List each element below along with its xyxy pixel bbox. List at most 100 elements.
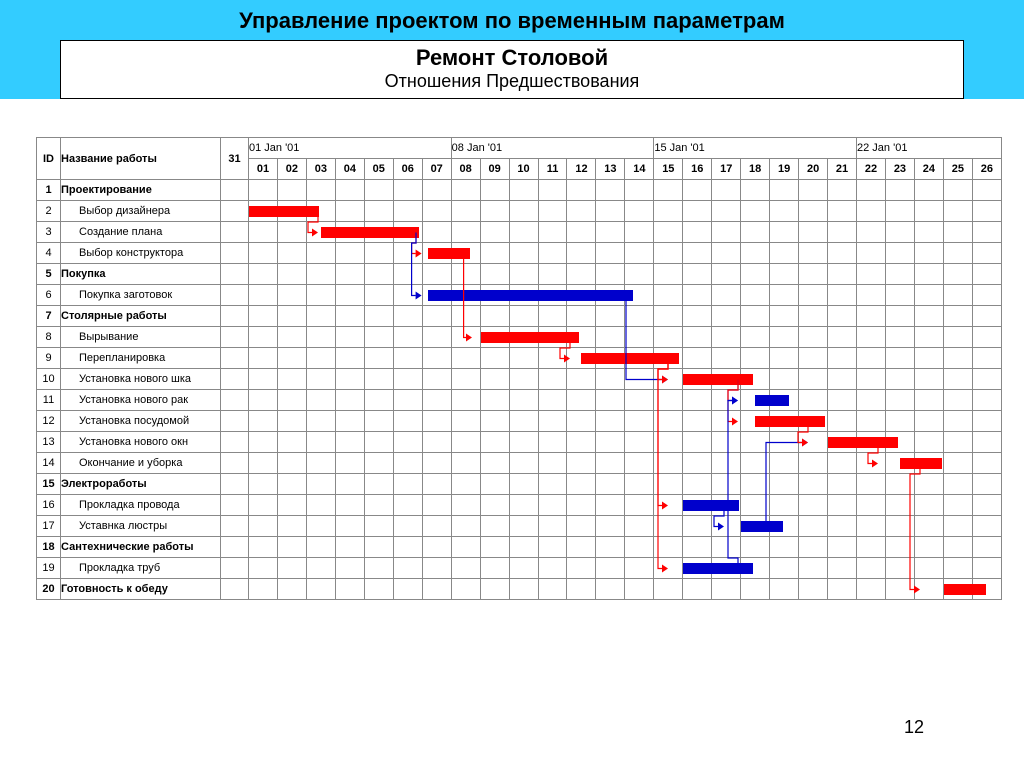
gantt-cell [914,180,943,201]
gantt-cell [828,537,857,558]
gantt-cell [364,558,393,579]
gantt-cell [625,495,654,516]
gantt-cell [972,558,1001,579]
gantt-cell [364,180,393,201]
gantt-cell [538,243,567,264]
col-name-header: Название работы [61,138,221,180]
task-name: Электроработы [61,474,221,495]
gantt-cell [364,411,393,432]
gantt-cell [596,495,625,516]
gantt-chart: IDНазвание работы3101 Jan '0108 Jan '011… [36,137,1002,600]
gantt-cell [828,558,857,579]
gantt-cell [306,327,335,348]
gantt-cell [857,222,886,243]
gantt-cell [914,306,943,327]
day-header: 09 [480,159,509,180]
subtitle-sub: Отношения Предшествования [61,71,963,92]
gantt-cell [509,537,538,558]
gantt-cell [625,348,654,369]
gantt-cell [596,285,625,306]
gantt-cell [972,201,1001,222]
gantt-cell [596,516,625,537]
gantt-cell [741,285,770,306]
gantt-cell [596,474,625,495]
task-id: 5 [37,264,61,285]
gantt-cell [277,243,306,264]
gantt-cell [277,180,306,201]
gantt-cell [480,537,509,558]
gantt-cell [364,537,393,558]
gantt-cell [422,390,451,411]
gantt-cell [221,243,249,264]
gantt-cell [249,411,278,432]
gantt-cell [277,516,306,537]
gantt-cell [221,369,249,390]
gantt-cell [943,264,972,285]
gantt-cell [364,285,393,306]
gantt-cell [277,558,306,579]
gantt-cell [335,411,364,432]
gantt-cell [422,222,451,243]
gantt-cell [770,348,799,369]
task-name: Выбор дизайнера [61,201,221,222]
gantt-cell [770,495,799,516]
task-name: Перепланировка [61,348,221,369]
gantt-cell [799,474,828,495]
gantt-cell [306,579,335,600]
gantt-cell [972,180,1001,201]
gantt-cell [538,369,567,390]
gantt-cell [712,432,741,453]
day-header: 24 [914,159,943,180]
gantt-cell [277,369,306,390]
gantt-cell [712,243,741,264]
gantt-cell [509,327,538,348]
task-id: 9 [37,348,61,369]
gantt-cell [799,222,828,243]
day-header: 16 [683,159,712,180]
gantt-cell [828,243,857,264]
day-header: 17 [712,159,741,180]
day-header: 13 [596,159,625,180]
gantt-cell [306,201,335,222]
gantt-cell [306,285,335,306]
gantt-cell [393,285,422,306]
gantt-cell [770,474,799,495]
task-id: 10 [37,369,61,390]
gantt-cell [277,411,306,432]
gantt-cell [480,222,509,243]
gantt-cell [625,432,654,453]
gantt-cell [335,495,364,516]
day-header: 23 [885,159,914,180]
gantt-cell [828,390,857,411]
gantt-cell [596,306,625,327]
gantt-cell [567,390,596,411]
gantt-cell [914,432,943,453]
gantt-cell [509,306,538,327]
gantt-cell [364,306,393,327]
gantt-cell [972,579,1001,600]
gantt-cell [538,222,567,243]
gantt-cell [277,495,306,516]
gantt-cell [335,537,364,558]
gantt-cell [972,285,1001,306]
gantt-cell [972,495,1001,516]
gantt-cell [393,558,422,579]
gantt-cell [451,348,480,369]
gantt-cell [567,474,596,495]
task-id: 16 [37,495,61,516]
gantt-cell [393,369,422,390]
gantt-cell [943,222,972,243]
gantt-cell [914,264,943,285]
gantt-cell [712,495,741,516]
gantt-cell [885,264,914,285]
gantt-cell [857,369,886,390]
banner: Управление проектом по временным парамет… [0,0,1024,99]
gantt-cell [249,558,278,579]
gantt-cell [364,369,393,390]
day-header: 26 [972,159,1001,180]
gantt-cell [480,390,509,411]
gantt-cell [654,474,683,495]
gantt-cell [943,390,972,411]
subtitle-box: Ремонт Столовой Отношения Предшествовани… [60,40,964,99]
gantt-cell [712,222,741,243]
